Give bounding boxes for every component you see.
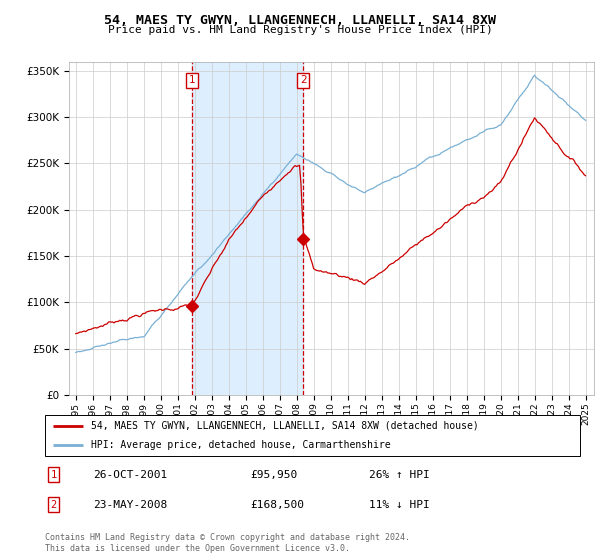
Text: £168,500: £168,500 (250, 500, 304, 510)
Text: 2: 2 (300, 75, 307, 85)
Text: 1: 1 (50, 470, 56, 479)
Text: 11% ↓ HPI: 11% ↓ HPI (369, 500, 430, 510)
Text: Price paid vs. HM Land Registry's House Price Index (HPI): Price paid vs. HM Land Registry's House … (107, 25, 493, 35)
FancyBboxPatch shape (45, 416, 580, 456)
Text: 2: 2 (50, 500, 56, 510)
Text: 1: 1 (188, 75, 195, 85)
Text: 26-OCT-2001: 26-OCT-2001 (94, 470, 168, 479)
Text: 23-MAY-2008: 23-MAY-2008 (94, 500, 168, 510)
Text: HPI: Average price, detached house, Carmarthenshire: HPI: Average price, detached house, Carm… (91, 440, 391, 450)
Bar (191, 62, 303, 395)
Text: Contains HM Land Registry data © Crown copyright and database right 2024.
This d: Contains HM Land Registry data © Crown c… (45, 533, 410, 553)
Text: 26% ↑ HPI: 26% ↑ HPI (369, 470, 430, 479)
Text: 54, MAES TY GWYN, LLANGENNECH, LLANELLI, SA14 8XW (detached house): 54, MAES TY GWYN, LLANGENNECH, LLANELLI,… (91, 421, 479, 431)
Text: 54, MAES TY GWYN, LLANGENNECH, LLANELLI, SA14 8XW: 54, MAES TY GWYN, LLANGENNECH, LLANELLI,… (104, 14, 496, 27)
Text: £95,950: £95,950 (250, 470, 298, 479)
